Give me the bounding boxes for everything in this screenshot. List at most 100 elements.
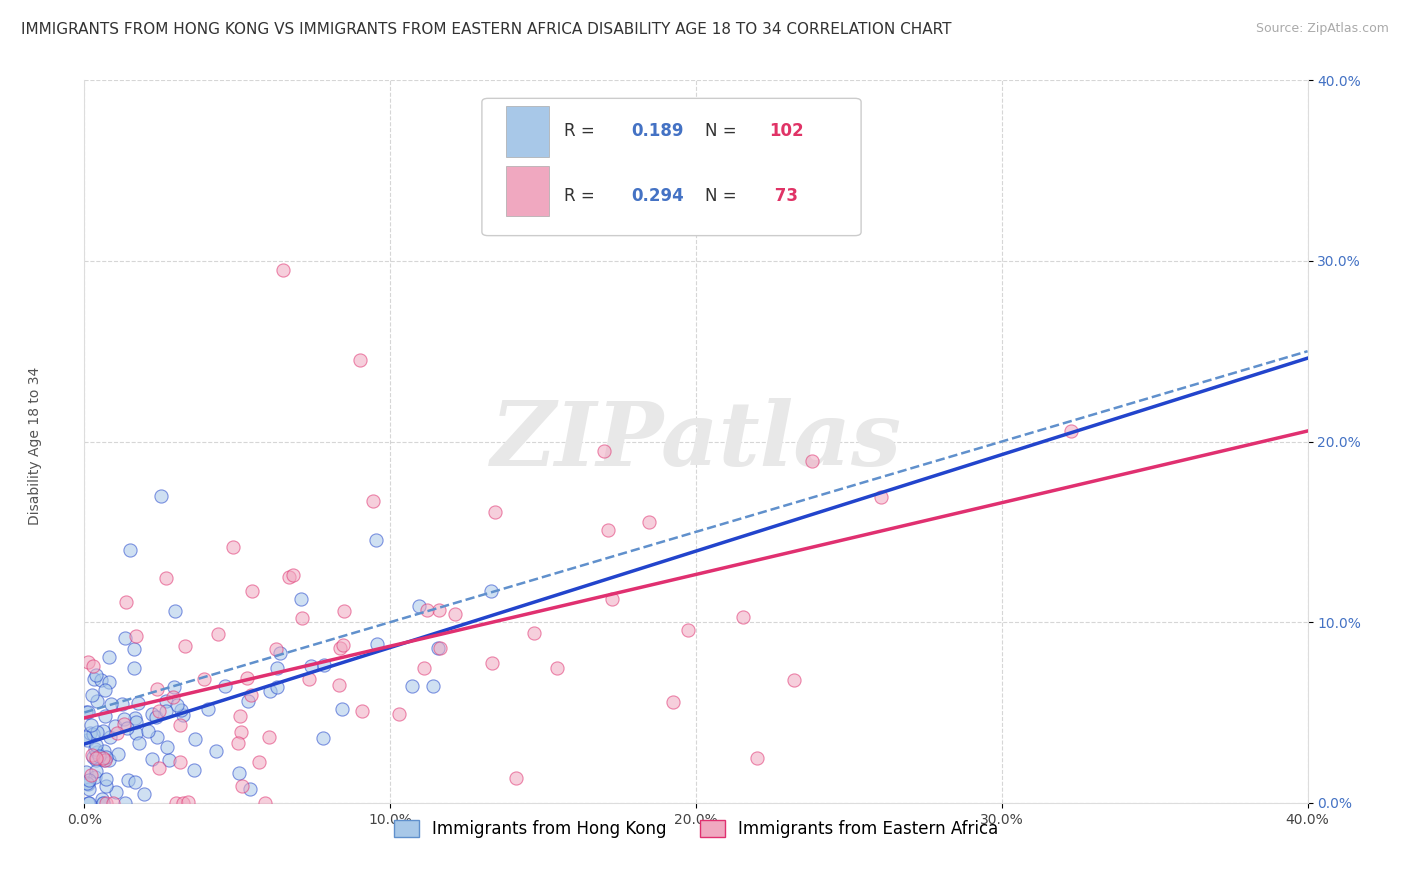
- Point: [172, 708, 194, 723]
- Point: [86, 668, 108, 682]
- Point: [91, 724, 114, 739]
- Point: [1060, 424, 1083, 438]
- Point: [117, 721, 139, 735]
- Point: [205, 744, 228, 758]
- Point: [413, 661, 436, 675]
- Point: [416, 603, 439, 617]
- Point: [177, 795, 200, 809]
- Point: [207, 627, 229, 641]
- Point: [269, 646, 291, 660]
- FancyBboxPatch shape: [506, 166, 550, 217]
- Point: [80, 718, 103, 732]
- Point: [247, 755, 270, 769]
- Text: ZIPatlas: ZIPatlas: [491, 399, 901, 484]
- Point: [80, 688, 103, 702]
- Text: IMMIGRANTS FROM HONG KONG VS IMMIGRANTS FROM EASTERN AFRICA DISABILITY AGE 18 TO: IMMIGRANTS FROM HONG KONG VS IMMIGRANTS …: [21, 22, 952, 37]
- Point: [77, 796, 100, 810]
- Point: [172, 796, 194, 810]
- Point: [76, 733, 98, 747]
- Point: [83, 742, 105, 756]
- Point: [427, 603, 450, 617]
- Point: [197, 702, 219, 716]
- Point: [96, 779, 118, 793]
- Point: [281, 568, 304, 582]
- Point: [266, 681, 288, 695]
- Point: [193, 672, 215, 686]
- Text: N =: N =: [704, 121, 737, 139]
- Point: [236, 694, 259, 708]
- Point: [111, 697, 134, 711]
- Point: [120, 542, 142, 557]
- Point: [783, 673, 806, 687]
- Point: [546, 661, 568, 675]
- Point: [155, 740, 177, 755]
- Point: [86, 745, 108, 759]
- Point: [330, 702, 353, 716]
- Point: [107, 747, 129, 762]
- Point: [155, 694, 177, 708]
- Point: [350, 704, 373, 718]
- Point: [254, 796, 277, 810]
- Point: [136, 724, 159, 739]
- Point: [117, 773, 139, 788]
- Point: [290, 592, 312, 607]
- Point: [166, 698, 188, 713]
- Point: [801, 454, 824, 468]
- Point: [82, 749, 104, 764]
- Text: 102: 102: [769, 121, 804, 139]
- Point: [76, 655, 98, 669]
- Text: 73: 73: [769, 186, 799, 204]
- Point: [75, 765, 97, 780]
- Point: [333, 604, 356, 618]
- Point: [662, 695, 685, 709]
- Point: [264, 642, 287, 657]
- Point: [155, 705, 177, 719]
- Point: [169, 755, 191, 769]
- Point: [229, 708, 252, 723]
- Point: [523, 626, 546, 640]
- Point: [349, 353, 371, 368]
- Point: [328, 678, 350, 692]
- Point: [222, 540, 245, 554]
- Point: [125, 726, 148, 740]
- Point: [127, 696, 149, 710]
- Point: [96, 796, 118, 810]
- Point: [240, 584, 263, 599]
- Point: [257, 731, 280, 745]
- Point: [231, 779, 253, 793]
- Point: [266, 661, 288, 675]
- Point: [75, 706, 97, 720]
- Point: [82, 727, 104, 741]
- Point: [226, 736, 249, 750]
- Text: N =: N =: [704, 186, 737, 204]
- Point: [148, 704, 170, 718]
- Point: [429, 640, 451, 655]
- Point: [114, 631, 136, 645]
- Point: [84, 750, 107, 764]
- Point: [235, 671, 257, 685]
- Point: [104, 719, 127, 733]
- Point: [128, 737, 150, 751]
- Point: [484, 506, 506, 520]
- Point: [86, 724, 108, 739]
- Point: [329, 641, 352, 656]
- Point: [84, 738, 107, 752]
- Point: [83, 672, 105, 686]
- Point: [94, 753, 117, 767]
- Text: 0.189: 0.189: [631, 121, 683, 139]
- Point: [112, 712, 135, 726]
- Point: [87, 749, 110, 764]
- Point: [90, 792, 112, 806]
- Point: [314, 658, 336, 673]
- Point: [77, 705, 100, 719]
- Point: [479, 584, 502, 599]
- Point: [84, 770, 107, 784]
- Point: [77, 796, 100, 810]
- Point: [73, 730, 96, 744]
- Point: [600, 591, 623, 606]
- Point: [97, 675, 120, 690]
- Point: [733, 610, 755, 624]
- Point: [122, 641, 145, 656]
- Point: [91, 796, 114, 810]
- Point: [149, 489, 172, 503]
